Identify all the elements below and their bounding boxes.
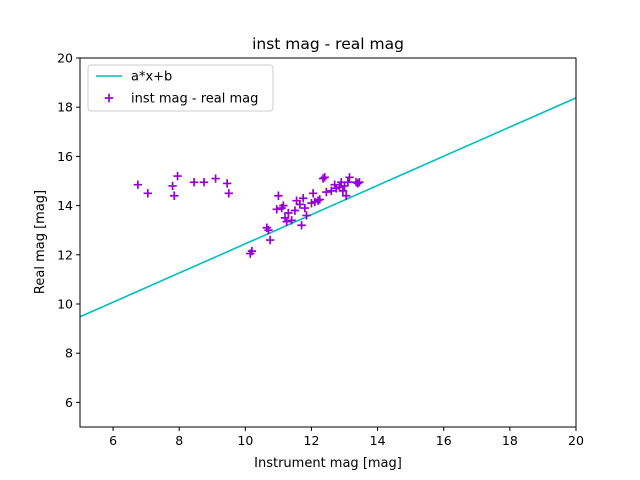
x-tick-label: 20: [568, 433, 584, 448]
data-point: [224, 189, 233, 198]
y-tick-label: 18: [57, 100, 73, 115]
data-point: [300, 203, 310, 213]
data-point: [265, 235, 275, 245]
axis-ticks-layer: 6 8 10 12 14 16 18 20 6 8 10 12 14 16 18 20: [57, 51, 584, 449]
legend-marker-icon: [104, 93, 114, 103]
data-point: [355, 178, 364, 187]
data-point: [173, 171, 182, 181]
data-point: [287, 216, 296, 225]
legend: a*x+b inst mag - real mag: [87, 64, 274, 112]
data-point: [199, 178, 209, 187]
data-point: [274, 191, 283, 200]
data-point: [133, 180, 143, 189]
data-point: [170, 191, 179, 200]
data-point: [247, 246, 257, 256]
data-point: [211, 174, 220, 183]
data-point: [338, 186, 348, 196]
x-tick-label: 18: [502, 433, 518, 448]
data-point: [299, 194, 308, 203]
y-axis-label: Real mag [mag]: [33, 190, 48, 294]
data-points-layer: [133, 171, 364, 258]
data-point: [189, 178, 199, 187]
data-point: [308, 189, 318, 198]
legend-label-fit: a*x+b: [131, 70, 172, 85]
x-tick-label: 14: [370, 433, 386, 448]
x-tick-label: 8: [175, 433, 183, 448]
x-tick-label: 16: [436, 433, 452, 448]
data-point: [330, 180, 339, 189]
y-tick-label: 20: [57, 51, 73, 66]
y-tick-label: 12: [57, 247, 73, 262]
x-tick-label: 6: [109, 433, 117, 448]
data-point: [279, 201, 288, 210]
x-axis-label: Instrument mag [mag]: [254, 456, 402, 471]
data-point: [345, 173, 354, 182]
data-point: [322, 187, 331, 197]
data-point: [315, 195, 324, 204]
data-point: [282, 217, 291, 226]
data-point: [327, 186, 336, 196]
y-tick-label: 8: [65, 346, 73, 361]
data-point: [297, 221, 306, 230]
x-tick-label: 12: [304, 433, 320, 448]
data-point: [302, 211, 311, 220]
y-tick-label: 6: [65, 395, 73, 410]
data-point: [272, 205, 281, 214]
y-tick-label: 10: [57, 297, 73, 312]
data-point: [320, 173, 329, 182]
data-point: [341, 191, 351, 200]
legend-box: [87, 64, 274, 112]
data-point: [284, 208, 293, 218]
data-point: [290, 206, 300, 215]
data-point: [143, 189, 152, 198]
legend-label-series: inst mag - real mag: [131, 92, 258, 107]
y-tick-label: 14: [57, 198, 73, 213]
y-tick-label: 16: [57, 149, 73, 164]
data-point: [168, 181, 177, 191]
legend-marker-swatch: [104, 93, 114, 103]
fit-line: [79, 97, 577, 318]
data-point: [318, 174, 328, 183]
fit-line-layer: [79, 97, 577, 318]
data-point: [280, 213, 290, 223]
data-point: [313, 196, 323, 205]
chart-title: inst mag - real mag: [252, 35, 404, 53]
data-point: [343, 178, 353, 187]
data-point: [353, 179, 362, 188]
data-point: [264, 226, 273, 235]
plot-area-frame: [79, 57, 577, 428]
data-point: [222, 179, 232, 188]
x-tick-label: 10: [237, 433, 253, 448]
data-point: [295, 200, 305, 209]
